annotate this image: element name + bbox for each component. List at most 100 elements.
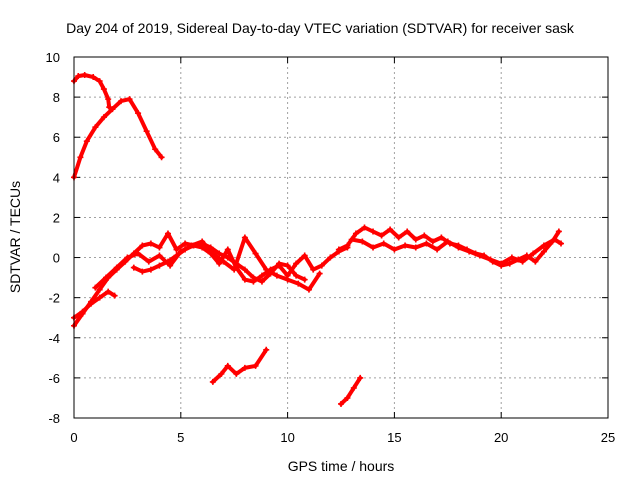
data-point	[96, 286, 103, 293]
data-point	[252, 250, 259, 257]
y-tick-label: 0	[53, 251, 60, 266]
data-point	[370, 228, 377, 235]
y-tick-label: -2	[48, 291, 60, 306]
data-point	[209, 378, 216, 385]
data-point	[105, 96, 112, 103]
y-tick-label: 4	[53, 170, 60, 185]
data-point	[220, 258, 227, 265]
data-point	[466, 248, 473, 255]
data-point	[216, 260, 223, 267]
data-point	[152, 146, 159, 153]
data-point	[167, 262, 174, 269]
data-point	[241, 234, 248, 241]
data-point	[207, 244, 214, 251]
y-tick-label: 10	[46, 50, 60, 65]
data-point	[143, 128, 150, 135]
data-point	[293, 260, 300, 267]
data-point	[267, 270, 274, 277]
data-point	[83, 138, 90, 145]
data-point	[293, 272, 300, 279]
data-point	[350, 384, 357, 391]
data-point	[530, 250, 537, 257]
data-point	[395, 234, 402, 241]
data-point	[231, 266, 238, 273]
data-point	[100, 86, 107, 93]
data-point	[81, 72, 88, 79]
data-point	[352, 230, 359, 237]
data-point	[224, 362, 231, 369]
data-point	[404, 228, 411, 235]
data-point	[135, 110, 142, 117]
data-point	[224, 246, 231, 253]
data-point	[370, 244, 377, 251]
x-tick-label: 10	[280, 430, 294, 445]
ticks	[73, 56, 609, 419]
data-point	[423, 240, 430, 247]
data-point	[476, 252, 483, 259]
chart-title: Day 204 of 2019, Sidereal Day-to-day VTE…	[66, 20, 575, 36]
x-tick-label: 20	[494, 430, 508, 445]
data-point	[90, 74, 97, 81]
data-point	[173, 246, 180, 253]
data-point	[359, 238, 366, 245]
data-point	[88, 298, 95, 305]
data-point	[92, 124, 99, 131]
data-point	[519, 258, 526, 265]
data-point	[111, 292, 118, 299]
data-point	[135, 250, 142, 257]
data-point	[147, 240, 154, 247]
x-axis-label: GPS time / hours	[288, 458, 395, 474]
data-point	[241, 276, 248, 283]
data-point	[158, 154, 165, 161]
data-point	[555, 228, 562, 235]
x-tick-label: 5	[177, 430, 184, 445]
data-point	[139, 268, 146, 275]
x-tick-label: 0	[70, 430, 77, 445]
data-point	[508, 254, 515, 261]
data-point	[429, 238, 436, 245]
data-point	[182, 246, 189, 253]
data-point	[216, 250, 223, 257]
data-point	[263, 266, 270, 273]
y-tick-label: -6	[48, 371, 60, 386]
data-point	[218, 370, 225, 377]
data-point	[316, 270, 323, 277]
y-tick-label: -8	[48, 411, 60, 426]
data-point	[233, 260, 240, 267]
data-point	[109, 106, 116, 113]
data-point	[258, 278, 265, 285]
data-point	[540, 242, 547, 249]
data-point	[301, 276, 308, 283]
data-point	[113, 264, 120, 271]
data-point	[455, 244, 462, 251]
y-tick-label: 6	[53, 130, 60, 145]
data-point	[438, 234, 445, 241]
data-point	[310, 266, 317, 273]
data-point	[378, 232, 385, 239]
data-point	[412, 244, 419, 251]
data-point	[551, 236, 558, 243]
data-point	[173, 252, 180, 259]
x-tick-label: 15	[387, 430, 401, 445]
data-point	[126, 96, 133, 103]
data-point	[276, 260, 283, 267]
data-point	[241, 364, 248, 371]
data-point	[156, 262, 163, 269]
data-point	[124, 254, 131, 261]
x-tick-labels: 0 5 10 15 20 25	[70, 430, 615, 445]
data-point	[96, 294, 103, 301]
data-point	[77, 154, 84, 161]
data-point	[106, 104, 113, 111]
data-point	[92, 284, 99, 291]
data-point	[164, 258, 171, 265]
data-point	[391, 246, 398, 253]
data-point	[241, 266, 248, 273]
data-point	[434, 246, 441, 253]
data-point	[182, 240, 189, 247]
data-point	[130, 264, 137, 271]
data-point	[361, 224, 368, 231]
data-point	[105, 288, 112, 295]
data-point	[344, 242, 351, 249]
y-tick-label: -4	[48, 331, 60, 346]
